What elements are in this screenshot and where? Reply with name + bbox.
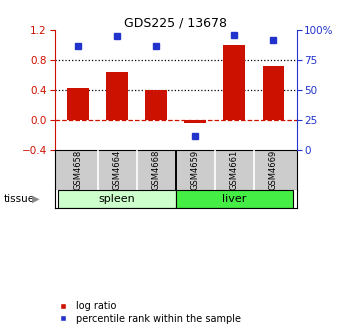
Text: GSM4659: GSM4659 — [191, 150, 199, 190]
Bar — [145, 90, 167, 120]
Bar — [263, 66, 284, 120]
Text: liver: liver — [222, 194, 247, 204]
Bar — [176, 190, 293, 208]
Text: GSM4661: GSM4661 — [230, 150, 239, 190]
Text: spleen: spleen — [99, 194, 135, 204]
Text: GSM4668: GSM4668 — [152, 150, 161, 190]
Title: GDS225 / 13678: GDS225 / 13678 — [124, 16, 227, 29]
Legend: log ratio, percentile rank within the sample: log ratio, percentile rank within the sa… — [49, 297, 245, 328]
Text: GSM4669: GSM4669 — [269, 150, 278, 190]
Text: ▶: ▶ — [32, 194, 40, 204]
Bar — [184, 120, 206, 123]
Bar — [223, 45, 245, 120]
Text: tissue: tissue — [3, 194, 34, 204]
Text: GSM4664: GSM4664 — [113, 150, 121, 190]
Bar — [67, 88, 89, 120]
Bar — [58, 190, 176, 208]
Bar — [106, 72, 128, 120]
Text: GSM4658: GSM4658 — [74, 150, 83, 190]
